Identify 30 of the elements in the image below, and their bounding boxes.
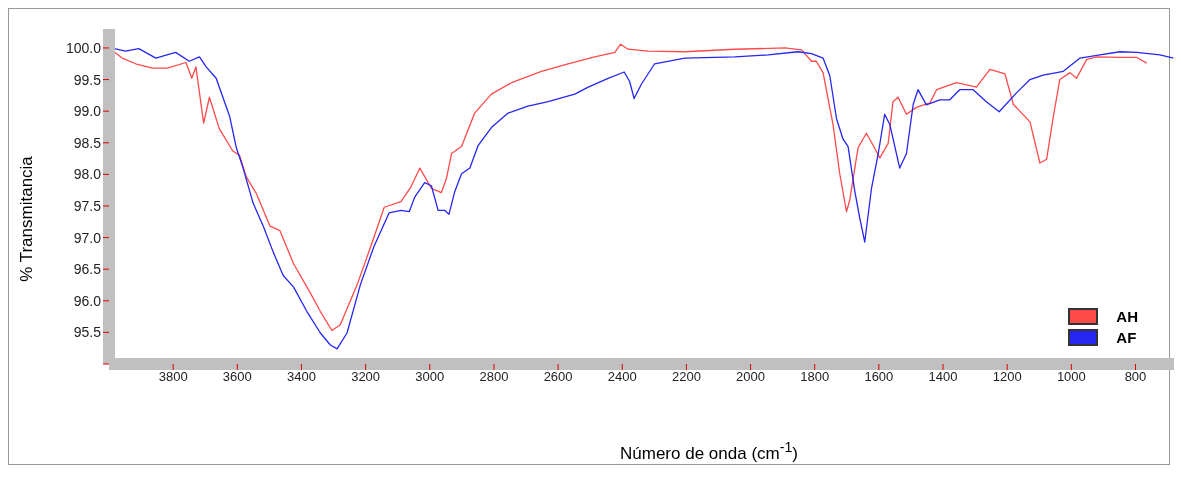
y-tick-label: 98.5 [73, 134, 102, 151]
y-tick-label: 96.0 [73, 292, 102, 309]
legend-label: AF [1116, 329, 1137, 346]
y-tick-label: 100.0 [65, 39, 102, 56]
x-tick-label: 3200 [351, 369, 381, 385]
y-tick-label: 97.5 [73, 197, 102, 214]
y-tick-label: 98.0 [73, 166, 102, 183]
x-axis-title: Número de onda (cm$^{-1}$) [619, 439, 799, 464]
legend-label: AH [1116, 308, 1138, 325]
x-tick-label: 2200 [671, 369, 701, 385]
x-tick-label: 3000 [415, 369, 445, 385]
x-tick-label: 3400 [287, 369, 316, 385]
x-tick-label: 3800 [158, 369, 188, 385]
x-tick-label: 2600 [543, 369, 573, 385]
x-tick-label: 3600 [222, 369, 252, 385]
x-tick-label: 1400 [928, 369, 958, 385]
y-tick-label: 96.5 [73, 261, 102, 278]
x-tick-label: 800 [1124, 369, 1147, 385]
x-tick-label: 1800 [800, 369, 830, 385]
y-axis-title: % Transmitancia [17, 156, 37, 282]
x-tick-label: 2000 [736, 369, 766, 385]
y-tick-label: 99.0 [73, 103, 102, 120]
y-tick-label: 95.5 [73, 324, 102, 341]
y-tick-label: 97.0 [73, 229, 102, 246]
x-tick-label: 1600 [864, 369, 894, 385]
x-tick-label: 1200 [992, 369, 1022, 385]
y-tick-label: 99.5 [73, 71, 102, 88]
x-tick-label: 2400 [607, 369, 637, 385]
x-tick-label: 2800 [479, 369, 509, 385]
x-tick-label: 1000 [1056, 369, 1086, 385]
